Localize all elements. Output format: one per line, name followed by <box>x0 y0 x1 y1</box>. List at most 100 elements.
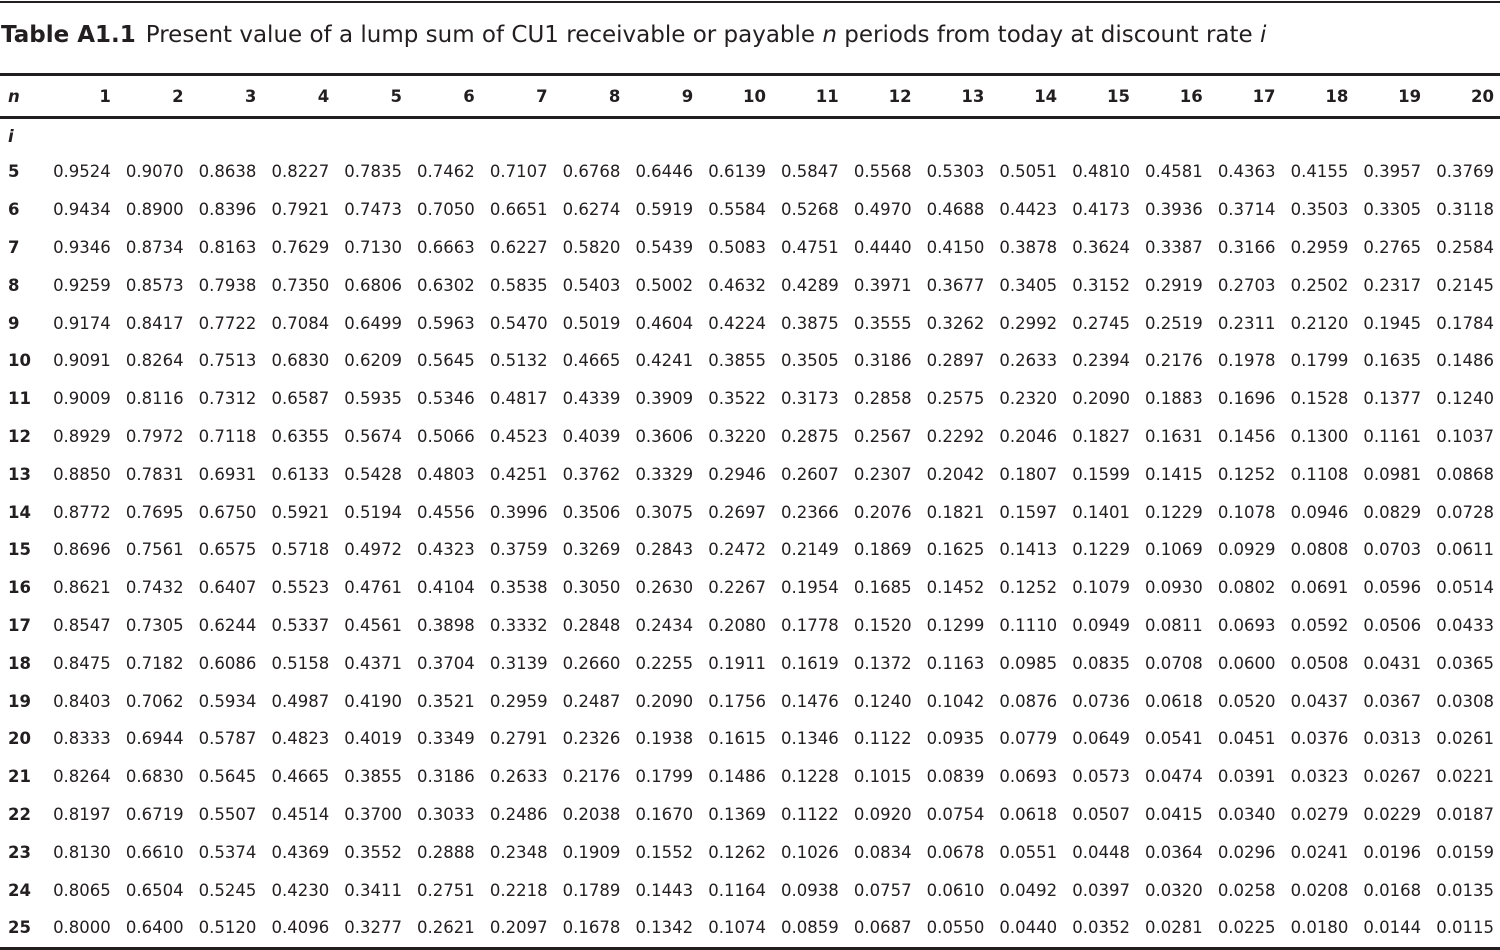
table-row: 8 0.9259 0.8573 0.7938 0.7350 0.6806 0.6302 0.5… <box>0 266 1500 304</box>
value-cell: 0.3909 <box>635 389 694 409</box>
value-cell: 0.6139 <box>708 162 766 182</box>
value-cell: 0.5268 <box>781 200 839 220</box>
value-cell: 0.0839 <box>926 767 985 787</box>
value-cell: 0.1300 <box>1290 426 1349 446</box>
value-cell: 0.0258 <box>1217 880 1276 900</box>
table-row: 7 0.9346 0.8734 0.8163 0.7629 0.7130 0.6663 0.6… <box>0 229 1500 267</box>
value-cell: 0.1807 <box>999 464 1058 484</box>
value-cell: 0.0187 <box>1436 804 1494 824</box>
value-cell: 0.4751 <box>781 237 839 257</box>
value-cell: 0.3506 <box>562 502 621 522</box>
value-cell: 0.0507 <box>1072 804 1130 824</box>
period-header-cell: 17 <box>1208 73 1282 119</box>
value-cell: 0.0514 <box>1436 578 1494 598</box>
value-cell: 0.3624 <box>1072 237 1130 257</box>
value-cell: 0.5645 <box>417 351 475 371</box>
value-cell: 0.2255 <box>635 653 694 673</box>
value-cell: 0.2765 <box>1363 237 1422 257</box>
value-cell: 0.5019 <box>562 313 621 333</box>
value-cell: 0.0135 <box>1436 880 1494 900</box>
value-cell: 0.3704 <box>417 653 475 673</box>
value-cell: 0.0221 <box>1436 767 1494 787</box>
value-cell: 0.2875 <box>781 426 839 446</box>
rate-cell: 17 <box>8 615 31 635</box>
value-cell: 0.5439 <box>635 237 694 257</box>
value-cell: 0.2919 <box>1145 275 1203 295</box>
value-cell: 0.4251 <box>489 464 548 484</box>
value-cell: 0.1443 <box>635 880 694 900</box>
value-cell: 0.6302 <box>417 275 475 295</box>
period-header-cell: 9 <box>626 73 700 119</box>
value-cell: 0.0115 <box>1427 908 1500 950</box>
value-cell: 0.1670 <box>635 804 694 824</box>
value-cell: 0.4970 <box>853 200 912 220</box>
value-cell: 0.5374 <box>198 842 257 862</box>
value-cell: 0.2145 <box>1436 275 1494 295</box>
value-cell: 0.6587 <box>271 389 330 409</box>
value-cell: 0.2946 <box>708 464 766 484</box>
value-cell: 0.1486 <box>708 767 766 787</box>
value-cell: 0.0541 <box>1145 729 1203 749</box>
value-cell: 0.2046 <box>999 426 1058 446</box>
period-header-cell: 2 <box>116 73 190 119</box>
value-cell: 0.8227 <box>271 162 330 182</box>
value-cell: 0.0506 <box>1363 615 1422 635</box>
value-cell: 0.3220 <box>708 426 766 446</box>
value-cell: 0.1911 <box>708 653 766 673</box>
value-cell: 0.6750 <box>198 502 257 522</box>
value-cell: 0.1799 <box>635 767 694 787</box>
value-cell: 0.4987 <box>271 691 330 711</box>
value-cell: 0.0229 <box>1363 804 1422 824</box>
value-cell: 0.9174 <box>53 313 111 333</box>
value-cell: 0.0618 <box>999 804 1058 824</box>
value-cell: 0.2292 <box>926 426 985 446</box>
value-cell: 0.3503 <box>1290 200 1349 220</box>
value-cell: 0.0592 <box>1290 615 1349 635</box>
value-cell: 0.9009 <box>53 389 111 409</box>
value-cell: 0.1037 <box>1436 426 1494 446</box>
value-cell: 0.8130 <box>53 842 111 862</box>
value-cell: 0.2176 <box>562 767 621 787</box>
rate-cell: 22 <box>8 804 31 824</box>
value-cell: 0.8197 <box>53 804 111 824</box>
period-header-cell: 5 <box>335 73 408 119</box>
value-cell: 0.2992 <box>999 313 1058 333</box>
value-cell: 0.8417 <box>125 313 184 333</box>
table-row: 25 0.8000 0.6400 0.5120 0.4096 0.3277 0.2621 0.… <box>0 908 1500 950</box>
value-cell: 0.5403 <box>562 275 621 295</box>
value-cell: 0.2697 <box>708 502 766 522</box>
value-cell: 0.3349 <box>417 729 475 749</box>
value-cell: 0.1108 <box>1290 464 1349 484</box>
value-cell: 0.3606 <box>635 426 694 446</box>
value-cell: 0.0391 <box>1217 767 1276 787</box>
value-cell: 0.8638 <box>198 162 257 182</box>
value-cell: 0.6719 <box>125 804 184 824</box>
value-cell: 0.3971 <box>853 275 912 295</box>
value-cell: 0.1452 <box>926 578 985 598</box>
value-cell: 0.4823 <box>271 729 330 749</box>
value-cell: 0.0757 <box>853 880 912 900</box>
value-cell: 0.6610 <box>125 842 184 862</box>
rate-cell: 14 <box>8 502 31 522</box>
value-cell: 0.0279 <box>1290 804 1349 824</box>
value-cell: 0.7312 <box>198 389 257 409</box>
value-cell: 0.1262 <box>708 842 766 862</box>
period-header-cell: 8 <box>553 73 627 119</box>
value-cell: 0.2897 <box>926 351 985 371</box>
value-cell: 0.1415 <box>1145 464 1203 484</box>
value-cell: 0.0938 <box>781 880 839 900</box>
value-cell: 0.0376 <box>1290 729 1349 749</box>
value-cell: 0.2858 <box>853 389 912 409</box>
value-cell: 0.1015 <box>853 767 912 787</box>
value-cell: 0.5935 <box>344 389 402 409</box>
value-cell: 0.3305 <box>1363 200 1422 220</box>
value-cell: 0.2751 <box>417 880 475 900</box>
value-cell: 0.2472 <box>708 540 766 560</box>
value-cell: 0.1625 <box>926 540 985 560</box>
value-cell: 0.0551 <box>999 842 1058 862</box>
rate-cell: 11 <box>8 389 31 409</box>
value-cell: 0.8264 <box>125 351 184 371</box>
value-cell: 0.2843 <box>635 540 694 560</box>
rate-cell: 25 <box>0 908 44 950</box>
value-cell: 0.3552 <box>344 842 402 862</box>
